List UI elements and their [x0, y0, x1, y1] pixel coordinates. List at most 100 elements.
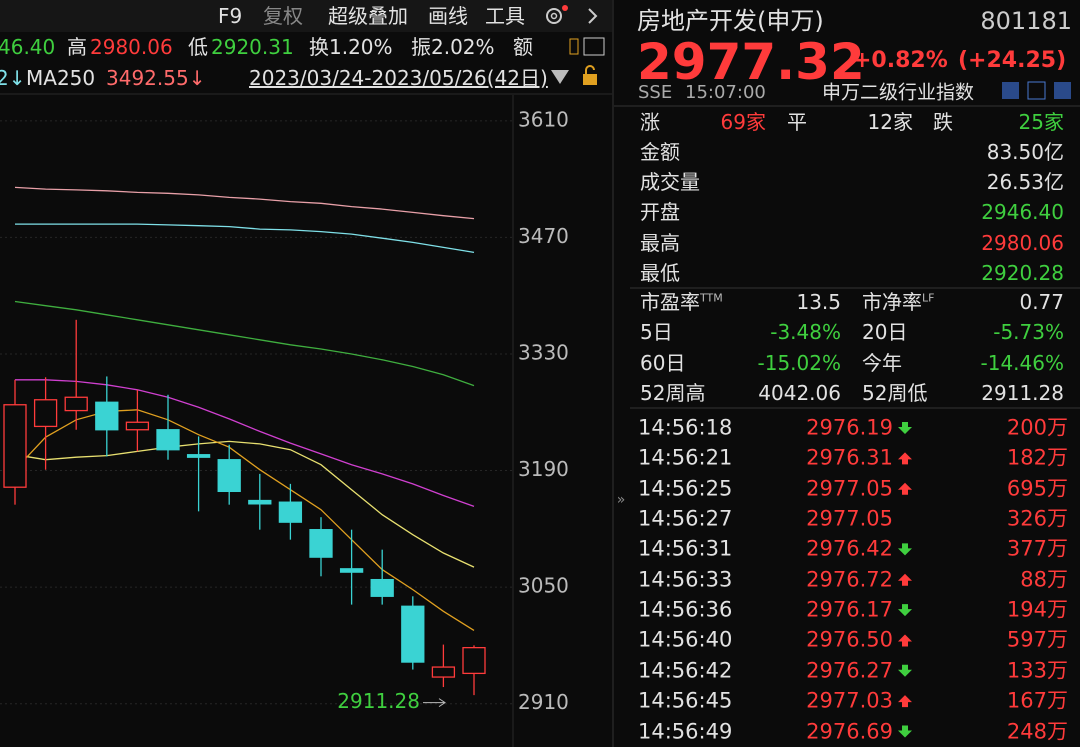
legend-name: MA250 [26, 66, 96, 90]
index-code: 801181 [980, 7, 1072, 35]
ratio-value: 0.77 [1019, 290, 1064, 314]
lock-icon [585, 65, 595, 74]
trade-arrow [898, 422, 912, 434]
low-label: 低 [188, 35, 208, 59]
trade-price: 2976.27 [806, 658, 893, 683]
trade-arrow [898, 543, 912, 556]
trade-volume: 182万 [1006, 445, 1068, 470]
trade-price: 2977.03 [806, 688, 893, 713]
flat-label: 平 [787, 110, 807, 134]
icon[interactable] [583, 37, 605, 56]
y-tick-label: 3190 [518, 457, 569, 481]
trade-arrow [898, 482, 912, 495]
ma-value: 3492.55↓ [106, 66, 206, 90]
trade-price: 2976.19 [806, 415, 893, 440]
trade-time: 14:56:18 [638, 415, 733, 440]
trade-price: 2976.69 [806, 719, 893, 743]
ratio-value: -15.02% [757, 350, 841, 375]
trade-time: 14:56:49 [638, 719, 733, 743]
y-tick-label: 3470 [518, 224, 569, 248]
ratio-label: 今年 [862, 350, 902, 375]
ma-line [15, 223, 475, 254]
index-type: 申万二级行业指数 [822, 81, 975, 104]
up-count: 69家 [720, 110, 766, 134]
collapse-icon[interactable]: » [617, 492, 626, 508]
trade-volume: 88万 [1020, 567, 1068, 592]
toolbar-button[interactable]: F9 [218, 4, 243, 28]
trade-arrow [898, 695, 912, 708]
candle-body [462, 646, 486, 675]
icon[interactable] [569, 38, 579, 55]
trade-time: 14:56:27 [638, 506, 733, 531]
y-tick-label: 3050 [518, 574, 569, 598]
ratio-label: 60日 [640, 350, 686, 375]
toolbar-button[interactable]: 超级叠加 [328, 4, 408, 28]
ratio-value: 4042.06 [758, 380, 841, 405]
index-name: 房地产开发(申万) [637, 7, 824, 35]
up-label: 涨 [640, 110, 660, 134]
ratio-label: 市盈率TTM [640, 290, 723, 314]
low-value: 2920.31 [211, 35, 294, 59]
ratio-value: -3.48% [770, 320, 841, 345]
stat-label: 金额 [640, 140, 680, 164]
exchange: SSE [638, 82, 673, 103]
settings-icon[interactable] [546, 5, 568, 24]
alert-icon[interactable] [1027, 81, 1046, 100]
ratio-label: 市净率LF [862, 290, 935, 314]
trade-volume: 326万 [1006, 506, 1068, 531]
ratio-value: 13.5 [796, 290, 841, 314]
stat-value: 83.50亿 [986, 140, 1064, 164]
ratio-label: 52周高 [640, 380, 706, 405]
y-tick-label: 2910 [518, 690, 569, 714]
trade-arrow [898, 573, 912, 586]
trade-time: 14:56:31 [638, 536, 733, 561]
candle-body [33, 399, 58, 428]
trade-time: 14:56:33 [638, 567, 733, 592]
ratio-label: 5日 [640, 320, 673, 345]
ma-legend: 2↓ [0, 66, 26, 90]
change: (+24.25) [958, 48, 1067, 73]
stat-label: 最高 [640, 230, 680, 255]
y-tick-label: 3330 [518, 340, 569, 364]
toolbar-button[interactable]: 画线 [428, 4, 468, 28]
candle-body [217, 459, 241, 493]
trade-volume: 167万 [1006, 688, 1068, 713]
next-icon[interactable] [588, 8, 598, 24]
candle-body [278, 501, 303, 523]
add-icon[interactable] [1054, 82, 1071, 99]
stat-label: 最低 [640, 260, 680, 285]
candle-body [125, 421, 150, 431]
trade-price: 2977.05 [806, 506, 893, 531]
date-range[interactable]: 2023/03/24-2023/05/26(42日) [249, 66, 548, 90]
lock-icon[interactable] [583, 74, 597, 85]
trade-price: 2976.17 [806, 597, 893, 622]
toolbar-button[interactable]: 复权 [263, 4, 303, 28]
trade-time: 14:56:42 [638, 658, 733, 683]
ma-line [14, 186, 475, 220]
amount-label: 额 [513, 35, 533, 59]
candle-body [186, 454, 211, 458]
dropdown-icon[interactable] [551, 70, 569, 84]
down-label: 跌 [933, 110, 953, 134]
stat-value: 2980.06 [981, 230, 1064, 255]
high-value: 2980.06 [90, 35, 173, 59]
trade-price: 2976.72 [806, 567, 893, 592]
high-label: 高 [67, 35, 87, 59]
low-marker: 2911.28 [337, 689, 420, 713]
open-value: 46.40 [0, 35, 56, 59]
ma-line [15, 379, 475, 508]
amplitude: 振2.02% [411, 35, 495, 59]
ratio-label: 20日 [862, 320, 908, 345]
edit-icon[interactable] [1002, 82, 1019, 99]
trade-volume: 695万 [1006, 476, 1068, 501]
toolbar-bg [0, 0, 612, 32]
candle-body [64, 396, 88, 412]
last-price: 2977.32 [637, 33, 865, 91]
candle-body [248, 499, 272, 505]
quote-time: 15:07:00 [685, 82, 766, 103]
trade-time: 14:56:40 [638, 627, 733, 652]
y-tick-label: 3610 [518, 107, 569, 131]
turnover: 换1.20% [309, 35, 393, 59]
toolbar-button[interactable]: 工具 [485, 4, 525, 28]
